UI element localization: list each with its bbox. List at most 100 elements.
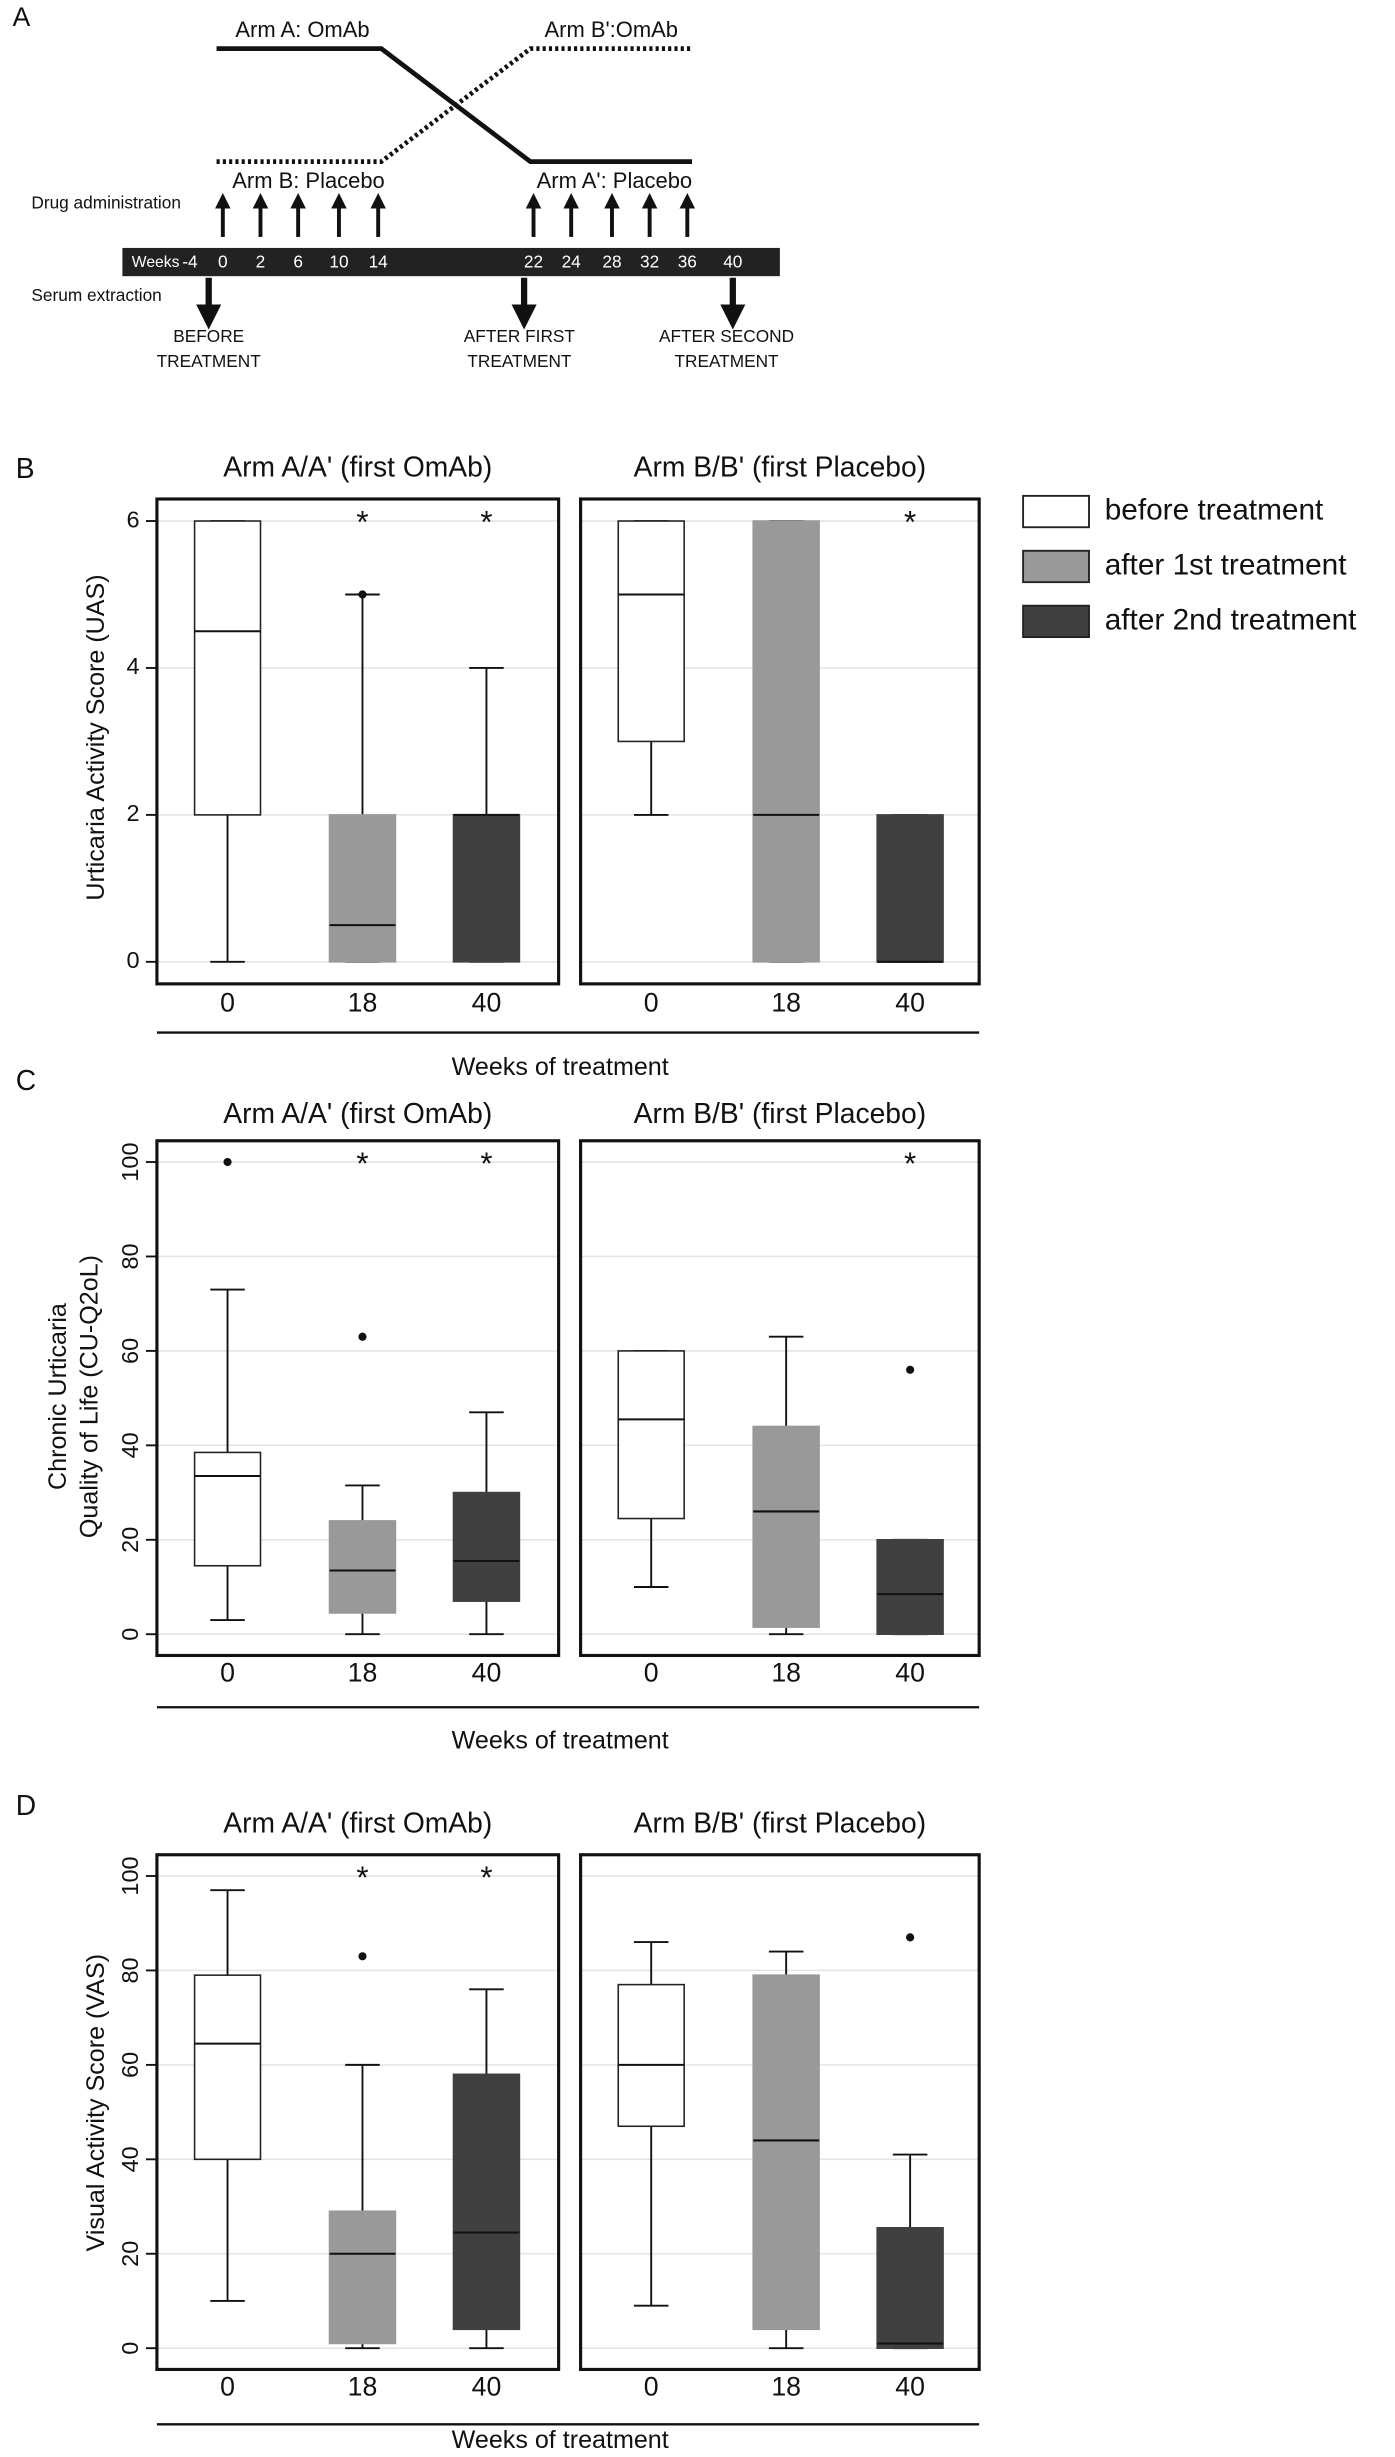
legend-label: before treatment xyxy=(1105,493,1324,526)
box xyxy=(617,520,685,816)
y-axis-label: Quality of Life (CU-Q2oL) xyxy=(76,1255,104,1538)
subplot-frame xyxy=(155,1853,561,2372)
outlier xyxy=(223,1157,232,1167)
subplot-title: Arm A/A' (first OmAb) xyxy=(223,1806,492,1838)
box-body xyxy=(876,1538,944,1636)
panel-label: A xyxy=(13,2,31,32)
x-tick-label: 18 xyxy=(771,1657,801,1687)
row-label: Drug administration xyxy=(31,193,181,213)
y-tick-label: 0 xyxy=(127,947,140,973)
week-label: 10 xyxy=(329,251,348,271)
week-label: 28 xyxy=(602,251,621,271)
week-label: 14 xyxy=(369,251,389,271)
y-tick-label: 2 xyxy=(127,800,140,826)
subplot-frame xyxy=(579,497,981,986)
y-tick-label: 100 xyxy=(117,1856,143,1895)
week-label: 0 xyxy=(218,251,228,271)
box-body xyxy=(617,1350,685,1520)
box xyxy=(328,1952,397,2350)
box xyxy=(876,1933,944,2350)
outlier xyxy=(906,1933,915,1942)
subplot-title: Arm B/B' (first Placebo) xyxy=(634,451,927,483)
week-label: 36 xyxy=(678,251,697,271)
outlier xyxy=(906,1365,915,1374)
significance-star: * xyxy=(480,504,492,539)
box-body xyxy=(452,1491,521,1602)
legend-swatch xyxy=(1022,604,1090,639)
subplot-title: Arm B/B' (first Placebo) xyxy=(634,1806,927,1838)
box-body xyxy=(876,2226,944,2349)
significance-star: * xyxy=(480,1860,492,1895)
subplot-frame xyxy=(155,1139,561,1658)
x-tick-label: 0 xyxy=(220,1657,235,1687)
box-body xyxy=(328,814,397,963)
x-tick-label: 40 xyxy=(472,987,502,1017)
y-tick-label: 60 xyxy=(117,2052,143,2078)
box xyxy=(328,590,397,963)
arm-label: Arm B: Placebo xyxy=(232,168,385,193)
y-tick-label: 20 xyxy=(117,1527,143,1553)
outlier xyxy=(358,1952,367,1961)
subplot-title: Arm A/A' (first OmAb) xyxy=(223,451,492,483)
box xyxy=(617,1349,685,1588)
x-axis-label: Weeks of treatment xyxy=(452,1053,669,1081)
x-tick-label: 0 xyxy=(644,1657,659,1687)
legend-label: after 2nd treatment xyxy=(1105,603,1357,636)
y-axis-label: Visual Activity Score (VAS) xyxy=(82,1954,110,2252)
x-tick-label: 0 xyxy=(220,2371,235,2401)
box xyxy=(752,1950,820,2350)
box xyxy=(876,1365,944,1636)
x-tick-label: 0 xyxy=(220,987,235,1017)
significance-star: * xyxy=(904,1146,916,1181)
x-tick-label: 40 xyxy=(895,2371,925,2401)
x-tick-label: 18 xyxy=(348,2371,378,2401)
box xyxy=(752,520,820,963)
y-tick-label: 40 xyxy=(117,2146,143,2172)
legend-swatch xyxy=(1022,494,1090,529)
subplot-frame xyxy=(155,497,561,986)
extraction-label: AFTER FIRST xyxy=(464,326,576,346)
box-body xyxy=(193,1451,262,1567)
week-label: 24 xyxy=(562,251,582,271)
legend-label: after 1st treatment xyxy=(1105,548,1348,581)
timeline-label: Weeks xyxy=(132,254,180,271)
week-label: 22 xyxy=(524,251,543,271)
y-axis-label: Chronic Urticaria xyxy=(44,1303,72,1490)
timeline-bar xyxy=(122,247,780,277)
arm-label: Arm A': Placebo xyxy=(537,168,693,193)
y-tick-label: 0 xyxy=(117,2342,143,2355)
x-tick-label: 0 xyxy=(644,2371,659,2401)
arm-line xyxy=(216,46,693,164)
extraction-label: TREATMENT xyxy=(674,351,779,371)
y-tick-label: 0 xyxy=(117,1628,143,1641)
extraction-label: TREATMENT xyxy=(157,351,262,371)
extraction-label: TREATMENT xyxy=(467,351,572,371)
box-body xyxy=(876,814,944,963)
y-tick-label: 40 xyxy=(117,1432,143,1458)
box-body xyxy=(617,1983,685,2128)
box-body xyxy=(193,1974,262,2161)
box-body xyxy=(452,2073,521,2331)
x-tick-label: 40 xyxy=(895,987,925,1017)
box xyxy=(452,1988,521,2350)
box-body xyxy=(452,814,521,963)
week-label: -4 xyxy=(182,251,198,271)
box-body xyxy=(328,1520,397,1614)
box xyxy=(452,1411,521,1636)
y-tick-label: 6 xyxy=(127,506,140,532)
week-label: 32 xyxy=(640,251,659,271)
week-label: 6 xyxy=(293,251,303,271)
box xyxy=(452,667,521,963)
x-tick-label: 18 xyxy=(771,987,801,1017)
significance-star: * xyxy=(480,1146,492,1181)
panel-label: C xyxy=(16,1064,36,1096)
legend-swatch xyxy=(1022,549,1090,584)
y-tick-label: 100 xyxy=(117,1142,143,1181)
y-axis-label: Urticaria Activity Score (UAS) xyxy=(82,574,110,900)
extraction-label: AFTER SECOND xyxy=(659,326,794,346)
row-label: Serum extraction xyxy=(31,285,161,305)
subplot-title: Arm A/A' (first OmAb) xyxy=(223,1097,492,1129)
box xyxy=(617,1941,685,2307)
y-tick-label: 60 xyxy=(117,1338,143,1364)
